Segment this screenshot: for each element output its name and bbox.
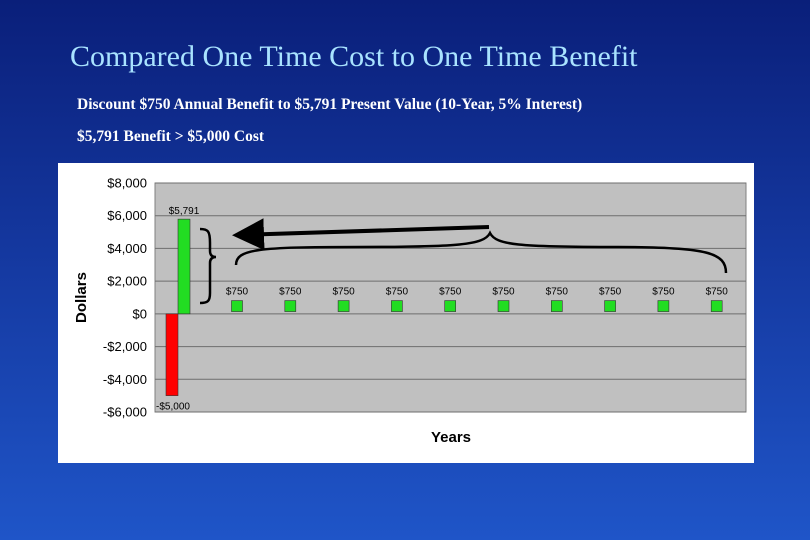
annual-benefit-marker (231, 300, 243, 312)
present-value-brace (199, 227, 217, 305)
annual-benefit-marker (444, 300, 457, 312)
present-value-bar (177, 218, 191, 315)
discount-arrow (232, 218, 490, 251)
x-axis-label: Years (431, 429, 471, 446)
cost-data-label: -$5,000 (156, 402, 190, 413)
y-tick-label: -$4,000 (103, 372, 147, 387)
annual-benefit-marker (657, 300, 670, 312)
y-tick-label: -$6,000 (103, 405, 147, 420)
cost-bar (165, 313, 179, 396)
annual-benefit-marker (391, 300, 403, 312)
y-tick-label: $6,000 (107, 208, 147, 223)
y-tick-label: $2,000 (107, 274, 147, 289)
annual-benefit-marker (550, 300, 563, 312)
annual-benefit-data-label: $750 (439, 287, 462, 298)
annual-benefit-marker (710, 300, 723, 312)
y-tick-label: $4,000 (107, 241, 147, 256)
annual-benefit-data-label: $750 (546, 287, 569, 298)
y-axis-label: Dollars (73, 272, 90, 323)
annual-benefit-data-label: $750 (652, 287, 675, 298)
annual-benefit-data-label: $750 (332, 287, 355, 298)
annual-benefit-data-label: $750 (279, 287, 302, 298)
annual-benefits-brace (234, 230, 728, 274)
y-tick-label: $8,000 (107, 176, 147, 191)
annotations (199, 218, 728, 305)
present-value-data-label: $5,791 (169, 206, 200, 217)
y-tick-label: -$2,000 (103, 339, 147, 354)
chart-svg: -$6,000 -$4,000 -$2,000 $0 $2,000 $4,000 $6,00… (73, 176, 747, 446)
subtitle-comparison: $5,791 Benefit > $5,000 Cost (77, 128, 265, 145)
annual-benefit-data-label: $750 (599, 287, 622, 298)
annual-benefit-data-label: $750 (226, 287, 249, 298)
subtitle-discount: Discount $750 Annual Benefit to $5,791 P… (77, 96, 583, 113)
chart-marks: -$5,000 $5,791 $750 $750 $750 $750 $750 $750 $75… (156, 206, 728, 413)
annual-benefit-marker (604, 300, 616, 312)
annual-benefit-data-label: $750 (706, 287, 729, 298)
annual-benefit-marker (497, 300, 510, 312)
chart-container: -$6,000 -$4,000 -$2,000 $0 $2,000 $4,000 $6,00… (58, 163, 754, 463)
y-tick-labels: -$6,000 -$4,000 -$2,000 $0 $2,000 $4,000 $6,00… (103, 176, 147, 420)
annual-benefit-marker (337, 300, 350, 312)
slide-title: Compared One Time Cost to One Time Benef… (70, 40, 638, 73)
annual-benefit-marker (284, 300, 297, 312)
y-tick-label: $0 (133, 306, 147, 321)
annual-benefit-data-label: $750 (492, 287, 515, 298)
annual-benefit-data-label: $750 (386, 287, 409, 298)
